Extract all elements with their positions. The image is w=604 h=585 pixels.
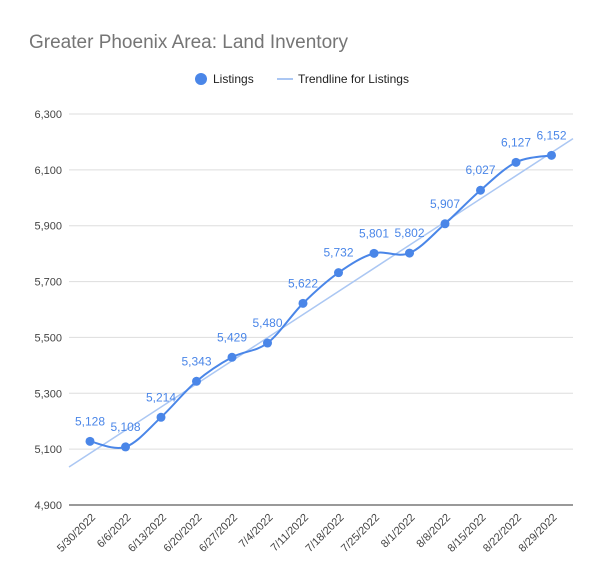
data-label: 5,429: [217, 330, 247, 344]
x-axis-ticks: 5/30/20226/6/20226/13/20226/20/20226/27/…: [55, 512, 560, 555]
y-tick-label: 6,300: [34, 109, 62, 121]
data-label: 6,027: [465, 163, 495, 177]
data-label: 5,214: [146, 390, 176, 404]
y-tick-label: 6,100: [34, 165, 62, 177]
data-label: 5,732: [323, 246, 353, 260]
data-point: [85, 436, 95, 446]
y-tick-label: 5,100: [34, 444, 62, 456]
data-label: 6,127: [501, 135, 531, 149]
data-point: [227, 352, 237, 362]
data-point: [369, 248, 379, 258]
data-label: 5,802: [394, 226, 424, 240]
x-tick-label: 6/27/2022: [197, 512, 240, 555]
data-label: 5,622: [288, 276, 318, 290]
data-label: 6,152: [536, 128, 566, 142]
data-point: [263, 338, 272, 348]
y-tick-label: 5,700: [34, 277, 62, 289]
x-tick-label: 8/1/2022: [379, 512, 418, 551]
data-label: 5,801: [359, 226, 389, 240]
data-point: [334, 268, 343, 278]
y-tick-label: 5,500: [34, 332, 62, 344]
data-point: [156, 412, 166, 422]
trendline-line: [68, 137, 574, 468]
legend-trendline-label: Trendline for Listings: [298, 72, 409, 86]
data-point: [121, 442, 130, 452]
series-listings: [85, 150, 556, 452]
data-label: 5,108: [110, 420, 140, 434]
data-label: 5,128: [75, 414, 105, 428]
y-tick-label: 4,900: [34, 500, 62, 512]
y-tick-label: 5,900: [34, 221, 62, 233]
data-point: [547, 150, 556, 160]
trendline: [68, 137, 574, 468]
data-point: [405, 248, 414, 258]
legend-listings-marker: [195, 73, 207, 85]
y-axis-ticks: 4,900 5,100 5,300 5,500 5,700 5,900 6,100 6,300: [34, 109, 62, 512]
data-labels: 5,128 5,108 5,214 5,343 5,429 5,480 5,622 5,732…: [75, 128, 567, 434]
legend: Listings Trendline for Listings: [195, 72, 409, 86]
x-tick-label: 8/29/2022: [517, 512, 560, 555]
chart-title: Greater Phoenix Area: Land Inventory: [29, 32, 348, 53]
data-point: [440, 219, 450, 229]
data-label: 5,343: [181, 354, 211, 368]
legend-listings-label: Listings: [213, 72, 254, 86]
x-tick-label: 7/25/2022: [339, 512, 382, 555]
data-point: [476, 185, 485, 195]
data-label: 5,480: [252, 316, 282, 330]
x-tick-label: 5/30/2022: [55, 512, 98, 555]
data-point: [298, 298, 308, 308]
data-label: 5,907: [430, 197, 460, 211]
data-point: [192, 376, 201, 386]
y-tick-label: 5,300: [34, 388, 62, 400]
gridlines: [69, 113, 573, 506]
data-point: [511, 157, 521, 167]
